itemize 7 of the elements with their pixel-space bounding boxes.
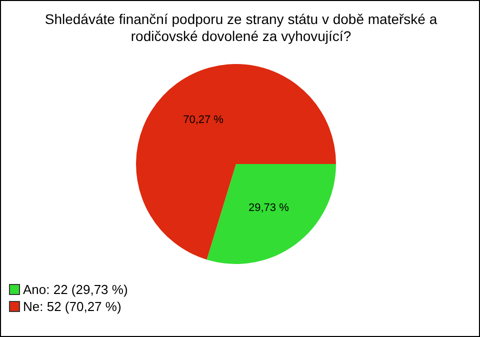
- data-label: 70,27 %: [183, 114, 224, 126]
- legend-label: Ne: 52 (70,27 %): [23, 298, 122, 315]
- pie-slice: [136, 64, 336, 260]
- chart-title: Shledáváte finanční podporu ze strany státu v době mateřské a rodičovské dovolené za vyhovující?: [44, 11, 438, 45]
- data-label: 29,73 %: [248, 202, 290, 214]
- legend-label: Ano: 22 (29,73 %): [23, 281, 128, 298]
- pie-slice: [206, 164, 336, 264]
